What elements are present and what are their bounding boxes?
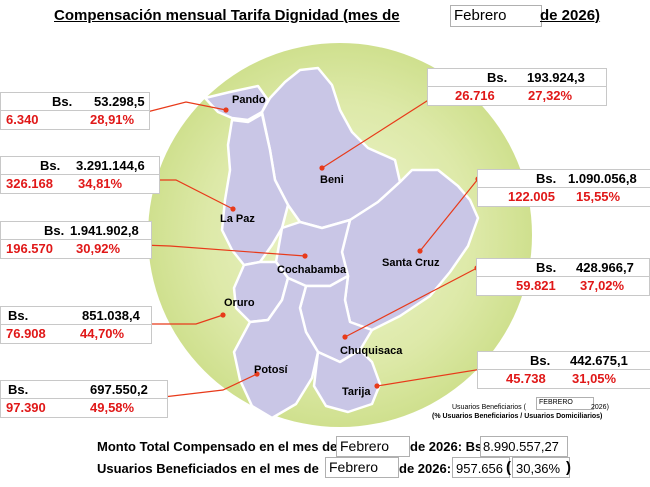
beni-amount: 193.924,3 bbox=[527, 70, 585, 85]
legend-line2: (% Usuarios Beneficiarios / Usuarios Dom… bbox=[432, 413, 603, 420]
potosi-currency: Bs. bbox=[8, 382, 29, 397]
total-amount-month: Febrero bbox=[340, 438, 390, 454]
santa-cruz-amount: 1.090.056,8 bbox=[568, 171, 637, 186]
cochabamba-users: 196.570 bbox=[6, 241, 53, 256]
beni-users: 26.716 bbox=[455, 88, 495, 103]
santa-cruz-percent: 15,55% bbox=[576, 189, 621, 204]
cochabamba-currency: Bs. bbox=[44, 223, 65, 238]
total-users-percent: 30,36% bbox=[516, 461, 561, 476]
chuquisaca-currency: Bs. bbox=[536, 260, 557, 275]
total-amount-month-field bbox=[336, 436, 410, 457]
cochabamba-amount: 1.941.902,8 bbox=[70, 223, 139, 238]
map-label-tarija: Tarija bbox=[342, 386, 371, 398]
tarija-users: 45.738 bbox=[506, 371, 546, 386]
total-amount-value: 8.990.557,27 bbox=[483, 439, 559, 454]
total-users-value-field bbox=[452, 457, 510, 478]
legend-line1-prefix: Usuarios Beneficiarios ( bbox=[452, 404, 526, 411]
la-paz-amount: 3.291.144,6 bbox=[76, 158, 145, 173]
potosi-users: 97.390 bbox=[6, 400, 46, 415]
tarija-amount: 442.675,1 bbox=[570, 353, 628, 368]
la-paz-currency: Bs. bbox=[40, 158, 61, 173]
potosi-percent: 49,58% bbox=[90, 400, 135, 415]
chuquisaca-percent: 37,02% bbox=[580, 278, 625, 293]
pando-users: 6.340 bbox=[6, 112, 39, 127]
chuquisaca-users: 59.821 bbox=[516, 278, 556, 293]
oruro-users: 76.908 bbox=[6, 326, 46, 341]
total-users-suffix: de 2026: bbox=[399, 461, 452, 476]
map-label-beni: Beni bbox=[320, 174, 344, 186]
pando-amount: 53.298,5 bbox=[94, 94, 145, 109]
pando-percent: 28,91% bbox=[90, 112, 135, 127]
map-label-cochabamba: Cochabamba bbox=[277, 264, 347, 276]
map-label-pando: Pando bbox=[232, 94, 266, 106]
region-tarija bbox=[312, 348, 382, 414]
cochabamba-percent: 30,92% bbox=[76, 241, 121, 256]
title-month-field bbox=[450, 5, 542, 27]
pando-currency: Bs. bbox=[52, 94, 73, 109]
legend-month: FEBRERO bbox=[539, 399, 573, 406]
beni-currency: Bs. bbox=[487, 70, 508, 85]
total-users-month: Febrero bbox=[329, 459, 379, 475]
map-label-oruro: Oruro bbox=[224, 297, 255, 309]
total-amount-label: Monto Total Compensado en el mes de bbox=[97, 439, 338, 454]
tarija-percent: 31,05% bbox=[572, 371, 617, 386]
la-paz-users: 326.168 bbox=[6, 176, 53, 191]
legend-month-field bbox=[536, 397, 594, 410]
beni-percent: 27,32% bbox=[528, 88, 573, 103]
tarija-currency: Bs. bbox=[530, 353, 551, 368]
total-users-value: 957.656 bbox=[456, 461, 503, 476]
santa-cruz-users: 122.005 bbox=[508, 189, 555, 204]
legend-line1-suffix: 2026) bbox=[591, 404, 609, 411]
oruro-currency: Bs. bbox=[8, 308, 29, 323]
total-amount-suffix: de 2026: Bs bbox=[410, 439, 483, 454]
la-paz-percent: 34,81% bbox=[78, 176, 123, 191]
map-label-la-paz: La Paz bbox=[220, 213, 255, 225]
map-label-santa-cruz: Santa Cruz bbox=[382, 257, 440, 269]
total-amount-value-field bbox=[480, 436, 568, 457]
total-users-percent-field bbox=[512, 457, 570, 478]
oruro-percent: 44,70% bbox=[80, 326, 125, 341]
chuquisaca-amount: 428.966,7 bbox=[576, 260, 634, 275]
oruro-amount: 851.038,4 bbox=[82, 308, 140, 323]
map-label-potosi: Potosí bbox=[254, 364, 288, 376]
title-month: Febrero bbox=[454, 7, 507, 24]
santa-cruz-currency: Bs. bbox=[536, 171, 557, 186]
total-users-month-field bbox=[325, 457, 399, 478]
potosi-amount: 697.550,2 bbox=[90, 382, 148, 397]
title-year: de 2026) bbox=[540, 7, 601, 24]
page-title: Compensación mensual Tarifa Dignidad (me… bbox=[54, 7, 400, 24]
total-users-label: Usuarios Beneficiados en el mes de bbox=[97, 461, 319, 476]
map-label-chuquisaca: Chuquisaca bbox=[340, 345, 403, 357]
